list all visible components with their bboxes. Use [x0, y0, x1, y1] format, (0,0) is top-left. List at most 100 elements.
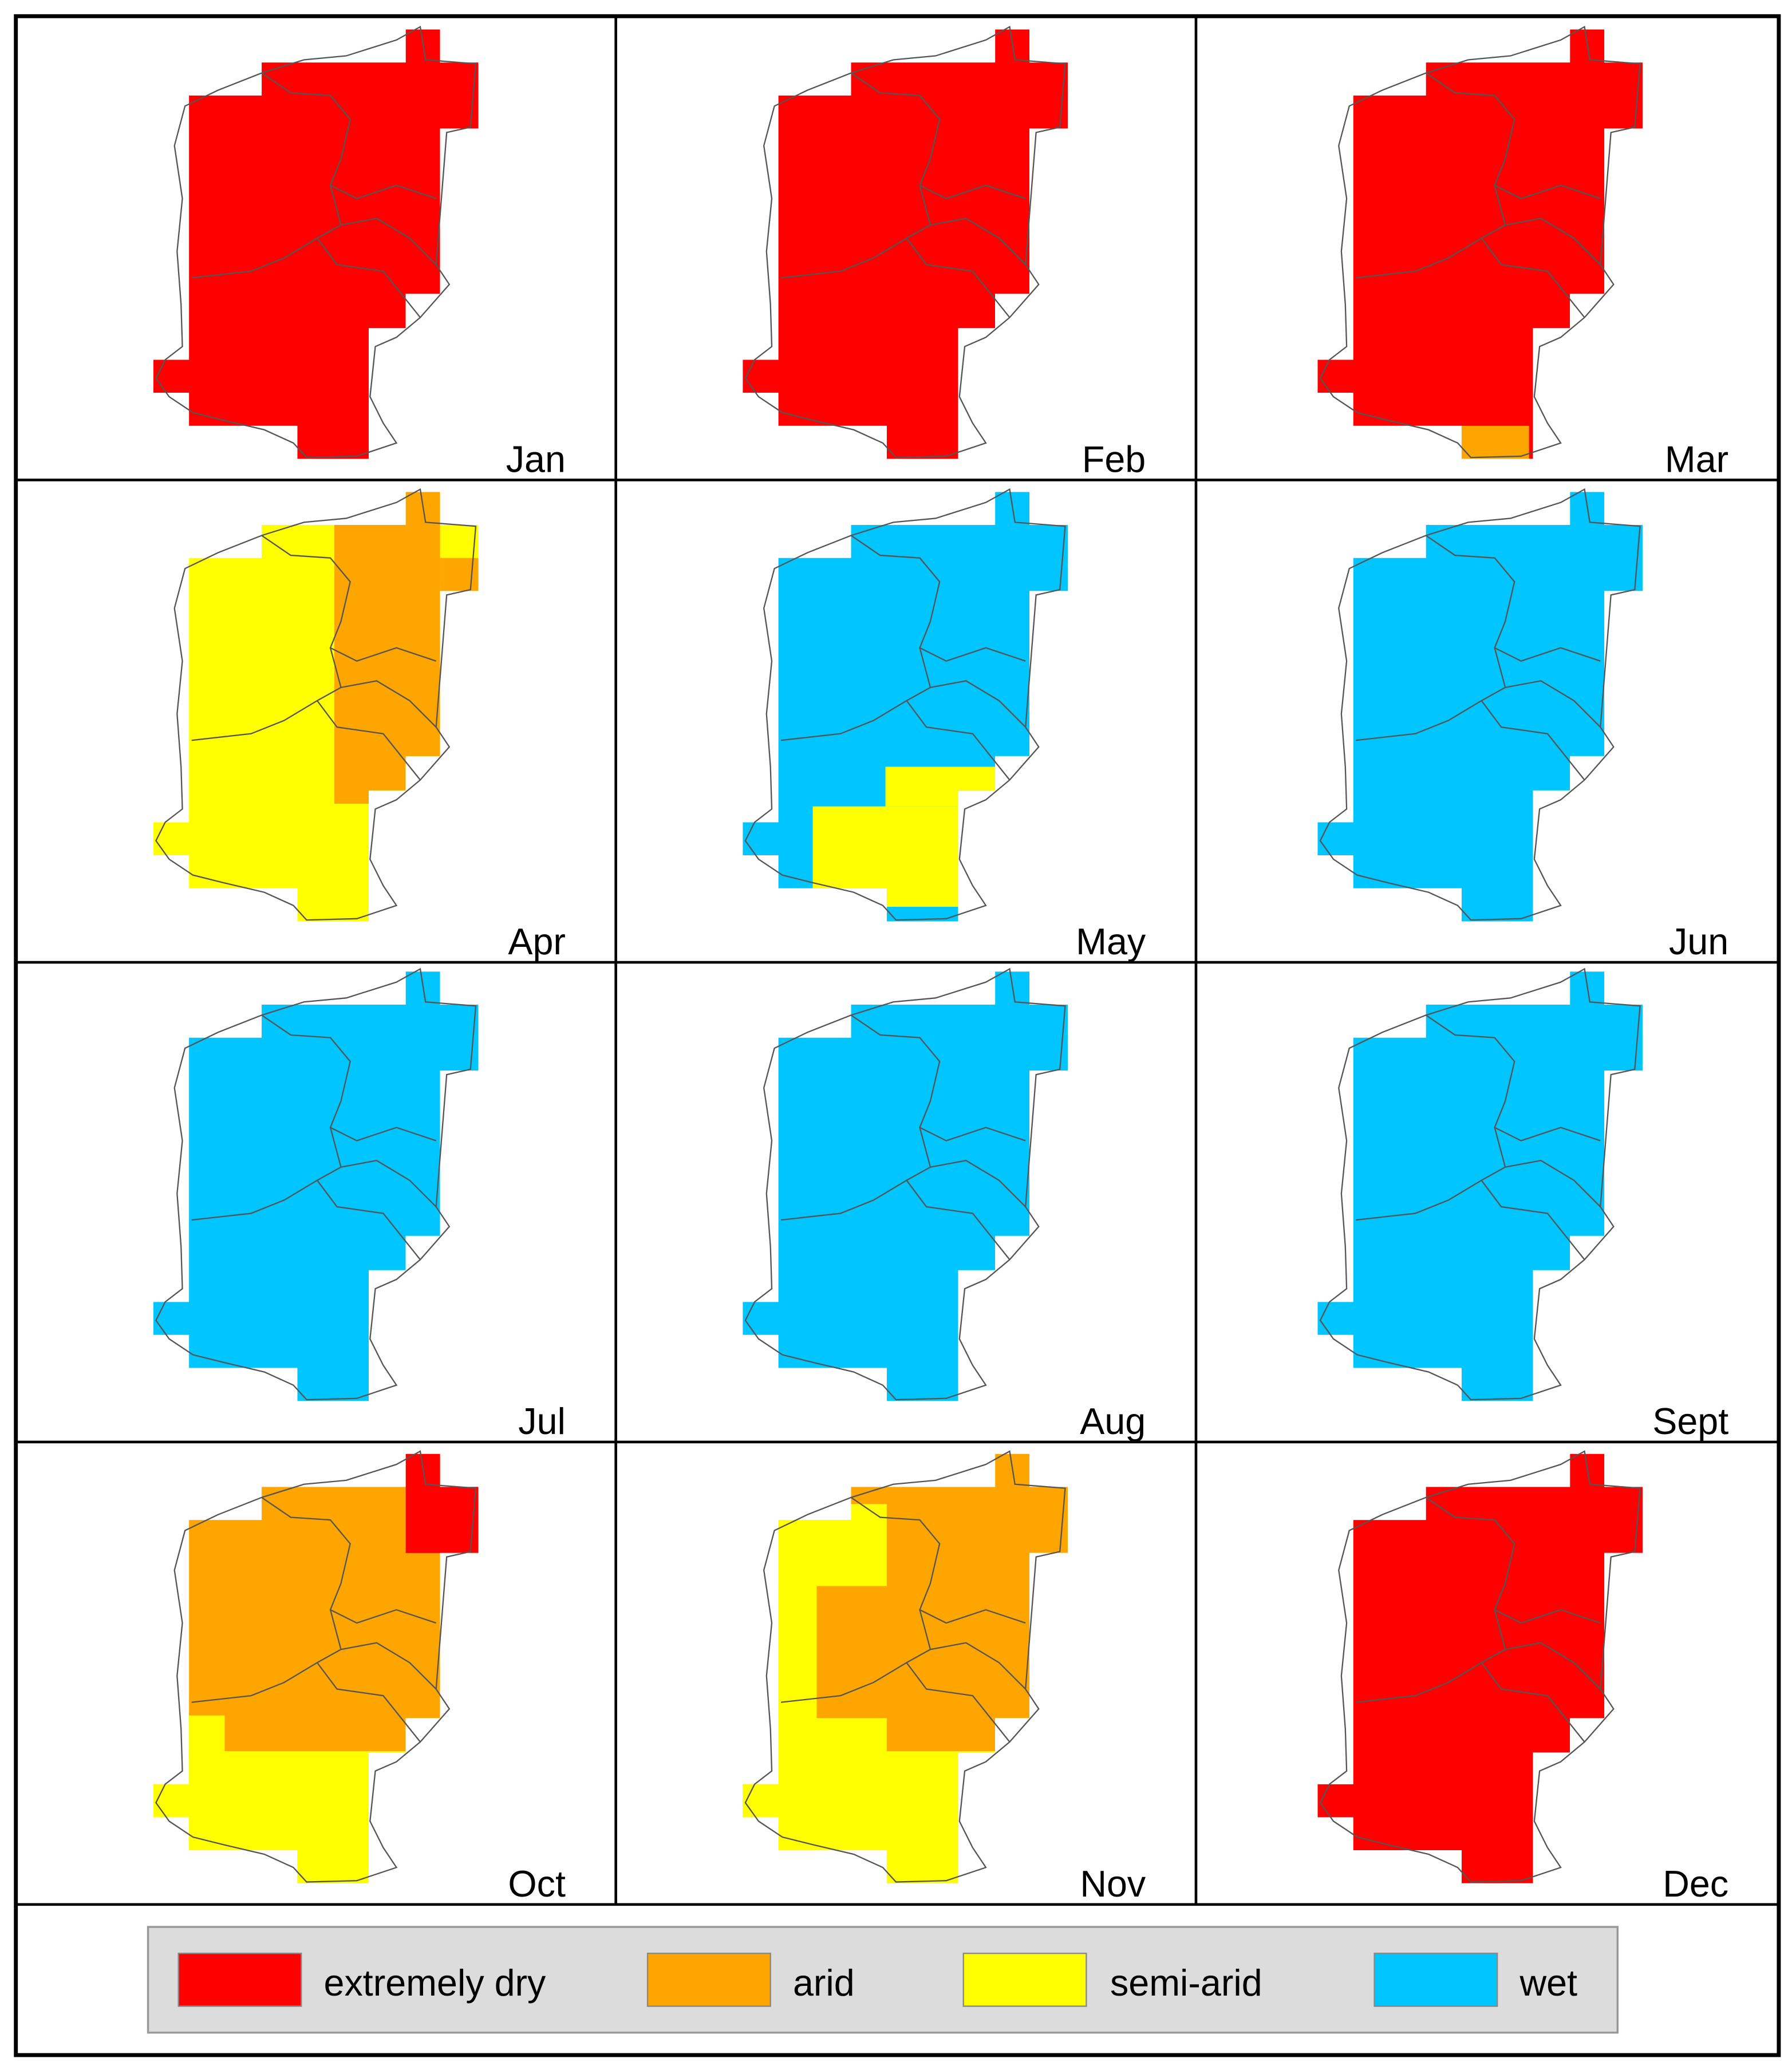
district-boundary: [930, 1160, 1027, 1207]
district-boundary: [191, 647, 342, 741]
map-region: [334, 524, 440, 767]
district-boundary: [317, 238, 421, 318]
legend-box: [147, 1926, 1619, 2034]
panel-label: Oct: [508, 1863, 566, 1905]
map-panel: [1317, 967, 1643, 1401]
district-boundary: [1481, 1180, 1585, 1261]
map-panel: [743, 967, 1068, 1401]
district-boundary: [191, 1609, 342, 1703]
map-outline: [744, 967, 1066, 1401]
map-region: [153, 29, 479, 459]
district-boundary: [1425, 1496, 1601, 1624]
legend-swatch: [1373, 1953, 1498, 2007]
map-panel: [743, 25, 1068, 459]
district-boundary: [261, 1496, 437, 1624]
map-region: [1317, 1453, 1643, 1883]
panel-label: Dec: [1663, 1863, 1728, 1905]
map-outline: [155, 1450, 477, 1883]
district-boundary: [1356, 1609, 1506, 1703]
legend: extremely dry arid semi-arid wet: [177, 1953, 1577, 2007]
panel-label: Mar: [1665, 439, 1728, 480]
district-boundary: [261, 535, 437, 662]
district-boundary: [1356, 647, 1506, 741]
district-boundary: [1505, 218, 1601, 266]
district-boundary: [1425, 1014, 1601, 1141]
map-outline: [1319, 967, 1641, 1401]
legend-label: extremely dry: [324, 1962, 547, 2004]
map-fill: [1317, 29, 1643, 459]
district-boundary: [341, 218, 437, 266]
map-region: [153, 971, 479, 1401]
map-fill: [1317, 971, 1643, 1401]
district-boundary: [930, 1642, 1027, 1690]
map-outline: [1319, 488, 1641, 921]
map-fill: [1317, 1453, 1643, 1883]
district-boundary: [906, 1662, 1011, 1743]
map-fill: [153, 29, 479, 459]
map-region: [743, 971, 1068, 1401]
district-boundary: [781, 1127, 931, 1221]
district-boundary: [850, 535, 1026, 662]
map-fill: [743, 971, 1068, 1401]
district-boundary: [317, 1180, 421, 1261]
map-outline: [155, 967, 477, 1401]
panel-label: Nov: [1080, 1863, 1146, 1905]
legend-label: arid: [793, 1962, 855, 2004]
map-region: [1317, 971, 1643, 1401]
map-outline: [155, 25, 477, 459]
map-outline: [744, 25, 1066, 459]
district-boundary: [930, 680, 1027, 728]
district-boundary: [906, 238, 1011, 318]
map-region: [743, 29, 1068, 459]
legend-swatch: [177, 1953, 302, 2007]
map-outline: [744, 1450, 1066, 1883]
district-boundary: [341, 1642, 437, 1690]
district-boundary: [1481, 700, 1585, 781]
district-boundary: [317, 700, 421, 781]
district-boundary: [261, 72, 437, 200]
map-outline: [1319, 25, 1641, 459]
map-fill: [743, 29, 1068, 459]
legend-label: semi-arid: [1110, 1962, 1262, 2004]
panel-label: Apr: [508, 921, 566, 962]
panel-label: Sept: [1652, 1400, 1728, 1442]
map-fill: [1317, 492, 1643, 922]
panel-label: Jan: [506, 439, 566, 480]
district-boundary: [850, 1496, 1026, 1624]
district-boundary: [1356, 185, 1506, 279]
legend-swatch: [962, 1953, 1087, 2007]
panel-label: May: [1076, 921, 1146, 962]
panel-label: Jun: [1669, 921, 1728, 962]
district-boundary: [781, 647, 931, 741]
map-panel: [1317, 25, 1643, 459]
district-boundary: [1481, 238, 1585, 318]
district-boundary: [191, 1127, 342, 1221]
legend-swatch: [646, 1953, 771, 2007]
maps: [153, 25, 1643, 1883]
district-boundary: [1481, 1662, 1585, 1743]
panel-label: Feb: [1082, 439, 1146, 480]
district-boundary: [1505, 1642, 1601, 1690]
panel-label: Jul: [518, 1400, 566, 1442]
map-panel: [153, 488, 479, 922]
map-outline: [155, 488, 477, 921]
map-region: [1317, 29, 1643, 459]
map-region: [1460, 425, 1529, 459]
district-boundary: [341, 1160, 437, 1207]
district-boundary: [317, 1662, 421, 1743]
legend-label: wet: [1519, 1962, 1577, 2004]
map-panel: [153, 25, 479, 459]
district-boundary: [906, 1180, 1011, 1261]
map-panel: [1317, 488, 1643, 922]
district-boundary: [1505, 680, 1601, 728]
map-panel: [1317, 1450, 1643, 1883]
map-panel: [153, 967, 479, 1401]
map-fill: [153, 492, 479, 922]
district-boundary: [1505, 1160, 1601, 1207]
map-outline: [744, 488, 1066, 921]
frame: [14, 14, 1781, 2057]
district-boundary: [930, 218, 1027, 266]
district-boundary: [191, 185, 342, 279]
